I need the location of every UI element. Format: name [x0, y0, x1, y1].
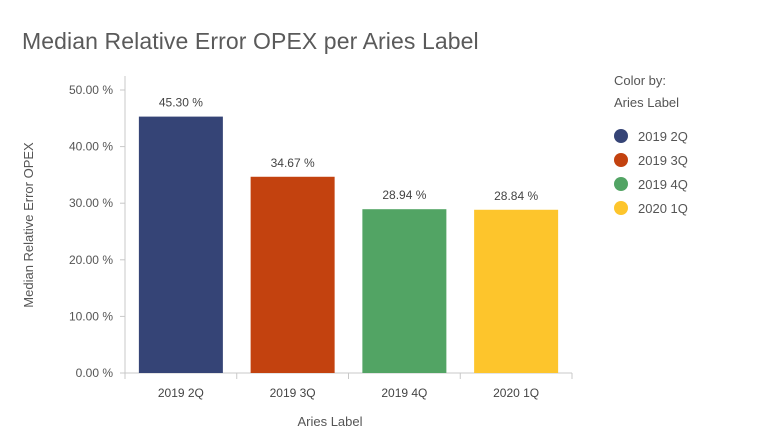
- legend-swatch: [614, 129, 628, 143]
- bar-2019-4q[interactable]: [362, 209, 447, 373]
- bar-value-label: 34.67 %: [271, 156, 315, 170]
- bar-value-label: 28.94 %: [382, 188, 426, 202]
- legend-label: 2019 4Q: [638, 176, 688, 192]
- chart-title: Median Relative Error OPEX per Aries Lab…: [22, 28, 479, 54]
- legend-label: 2019 3Q: [638, 152, 688, 168]
- bar-2019-2q[interactable]: [138, 116, 223, 374]
- x-axis-title: Aries Label: [297, 414, 362, 429]
- data-labels: 45.30 % 34.67 % 28.94 % 28.84 %: [159, 96, 539, 203]
- bar-2019-3q[interactable]: [250, 176, 335, 373]
- bar-2020-1q[interactable]: [474, 209, 559, 373]
- legend-label: 2020 1Q: [638, 200, 688, 216]
- legend-title-line1: Color by:: [614, 73, 667, 88]
- legend-swatch: [614, 177, 628, 191]
- legend-swatch: [614, 201, 628, 215]
- y-tick-label: 0.00 %: [76, 366, 114, 380]
- bar-value-label: 28.84 %: [494, 189, 538, 203]
- bars: [138, 116, 559, 374]
- y-axis-title: Median Relative Error OPEX: [21, 142, 36, 308]
- x-tick-label: 2019 3Q: [270, 386, 316, 400]
- legend-item-2019-3q[interactable]: 2019 3Q: [614, 148, 688, 172]
- legend: Color by: Aries Label 2019 2Q 2019 3Q 2019…: [614, 70, 688, 220]
- legend-title-line2: Aries Label: [614, 95, 680, 110]
- y-tick-label: 20.00 %: [69, 253, 113, 267]
- y-tick-label: 10.00 %: [69, 309, 113, 323]
- x-tick-label: 2020 1Q: [493, 386, 539, 400]
- x-axis: 2019 2Q 2019 3Q 2019 4Q 2020 1Q: [124, 372, 573, 400]
- x-tick-label: 2019 4Q: [381, 386, 427, 400]
- legend-items: 2019 2Q 2019 3Q 2019 4Q 2020 1Q: [614, 124, 688, 220]
- y-tick-label: 50.00 %: [69, 83, 113, 97]
- y-tick-label: 40.00 %: [69, 140, 113, 154]
- legend-swatch: [614, 153, 628, 167]
- legend-title: Color by: Aries Label: [614, 70, 688, 114]
- y-axis: 0.00 % 10.00 % 20.00 % 30.00 % 40.00 % 50.00 …: [69, 76, 126, 380]
- y-tick-label: 30.00 %: [69, 196, 113, 210]
- legend-label: 2019 2Q: [638, 128, 688, 144]
- x-tick-label: 2019 2Q: [158, 386, 204, 400]
- legend-item-2019-4q[interactable]: 2019 4Q: [614, 172, 688, 196]
- legend-item-2019-2q[interactable]: 2019 2Q: [614, 124, 688, 148]
- legend-item-2020-1q[interactable]: 2020 1Q: [614, 196, 688, 220]
- bar-value-label: 45.30 %: [159, 96, 203, 110]
